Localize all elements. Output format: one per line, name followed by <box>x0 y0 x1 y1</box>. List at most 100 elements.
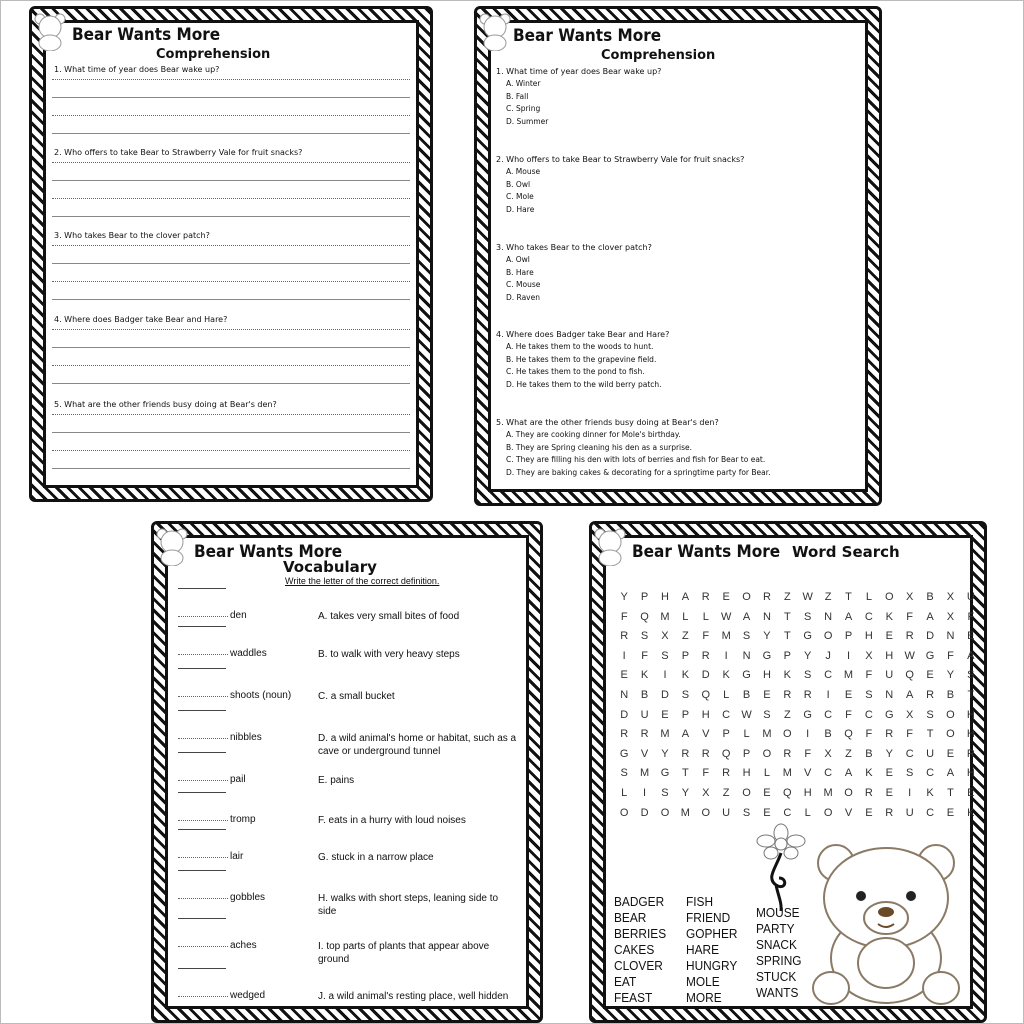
grid-letter[interactable]: F <box>620 610 628 623</box>
grid-letter[interactable]: Q <box>640 610 649 623</box>
grid-letter[interactable]: F <box>906 728 914 741</box>
grid-letter[interactable]: S <box>763 708 771 721</box>
grid-letter[interactable]: M <box>843 669 854 682</box>
grid-letter[interactable]: K <box>722 669 730 682</box>
answer-option[interactable]: D. He takes them to the wild berry patch… <box>506 379 662 389</box>
grid-letter[interactable]: N <box>762 610 771 623</box>
answer-blank[interactable] <box>178 752 226 753</box>
grid-letter[interactable]: X <box>661 630 669 643</box>
grid-letter[interactable]: S <box>742 806 751 819</box>
grid-letter[interactable]: O <box>823 806 833 819</box>
grid-letter[interactable]: E <box>620 669 628 682</box>
grid-letter[interactable]: F <box>906 610 914 623</box>
grid-letter[interactable]: R <box>762 591 771 603</box>
grid-letter[interactable]: O <box>823 630 833 643</box>
grid-letter[interactable]: B <box>640 688 649 701</box>
answer-blank[interactable] <box>178 626 226 627</box>
grid-letter[interactable]: G <box>762 649 772 662</box>
grid-letter[interactable]: B <box>824 728 832 741</box>
answer-line[interactable] <box>52 450 410 451</box>
grid-letter[interactable]: K <box>926 786 934 799</box>
grid-letter[interactable]: Q <box>905 669 914 682</box>
grid-letter[interactable]: Q <box>844 728 853 741</box>
answer-blank[interactable] <box>178 829 226 830</box>
grid-letter[interactable]: O <box>619 806 629 819</box>
grid-letter[interactable]: I <box>908 786 912 799</box>
grid-letter[interactable]: R <box>966 747 975 760</box>
grid-letter[interactable]: N <box>742 649 751 662</box>
grid-letter[interactable]: H <box>661 591 669 603</box>
grid-letter[interactable]: S <box>742 630 751 643</box>
grid-letter[interactable]: T <box>967 688 975 701</box>
answer-line[interactable] <box>52 329 410 330</box>
grid-letter[interactable]: S <box>865 688 873 701</box>
grid-letter[interactable]: K <box>640 669 649 682</box>
answer-line[interactable] <box>52 432 410 433</box>
grid-letter[interactable]: G <box>742 669 751 682</box>
answer-blank[interactable] <box>178 668 226 669</box>
grid-letter[interactable]: H <box>701 708 710 721</box>
grid-letter[interactable]: X <box>905 708 914 721</box>
grid-letter[interactable]: R <box>885 806 894 819</box>
grid-letter[interactable]: K <box>967 806 975 819</box>
grid-letter[interactable]: A <box>742 610 751 623</box>
grid-letter[interactable]: F <box>865 669 873 682</box>
grid-letter[interactable]: V <box>804 767 812 780</box>
grid-letter[interactable]: M <box>660 610 670 623</box>
grid-letter[interactable]: K <box>681 669 690 682</box>
grid-letter[interactable]: Z <box>783 591 791 603</box>
grid-letter[interactable]: P <box>742 747 751 760</box>
grid-letter[interactable]: L <box>702 610 709 623</box>
grid-letter[interactable]: P <box>844 630 853 643</box>
grid-letter[interactable]: F <box>702 630 710 643</box>
grid-letter[interactable]: O <box>946 728 955 741</box>
grid-letter[interactable]: N <box>885 688 894 701</box>
grid-letter[interactable]: D <box>640 806 649 819</box>
grid-letter[interactable]: X <box>905 591 914 603</box>
answer-option[interactable]: B. They are Spring cleaning his den as a… <box>506 442 693 452</box>
grid-letter[interactable]: K <box>783 669 791 682</box>
grid-letter[interactable]: Z <box>845 747 852 760</box>
grid-letter[interactable]: U <box>966 591 975 603</box>
grid-letter[interactable]: Y <box>885 747 893 760</box>
grid-letter[interactable]: I <box>724 649 728 662</box>
answer-option[interactable]: A. Mouse <box>506 167 541 176</box>
grid-letter[interactable]: M <box>762 728 772 741</box>
grid-letter[interactable]: E <box>865 806 873 819</box>
answer-line[interactable] <box>52 162 410 163</box>
grid-letter[interactable]: R <box>681 747 690 760</box>
grid-letter[interactable]: P <box>783 649 791 662</box>
grid-letter[interactable]: Y <box>681 786 690 799</box>
grid-letter[interactable]: A <box>681 728 690 741</box>
grid-letter[interactable]: O <box>783 728 792 741</box>
grid-letter[interactable]: J <box>825 649 831 662</box>
grid-letter[interactable]: Y <box>763 630 771 643</box>
grid-letter[interactable]: Y <box>620 591 628 603</box>
answer-option[interactable]: C. He takes them to the pond to fish. <box>506 367 645 376</box>
grid-letter[interactable]: P <box>681 708 690 721</box>
grid-letter[interactable]: X <box>824 747 832 760</box>
grid-letter[interactable]: D <box>620 708 629 721</box>
grid-letter[interactable]: C <box>905 747 914 760</box>
grid-letter[interactable]: O <box>946 708 955 721</box>
grid-letter[interactable]: H <box>966 728 975 741</box>
grid-letter[interactable]: B <box>742 688 751 701</box>
grid-letter[interactable]: E <box>967 630 975 643</box>
answer-option[interactable]: C. Mole <box>506 192 534 201</box>
grid-letter[interactable]: Z <box>722 786 730 799</box>
grid-letter[interactable]: I <box>806 728 810 741</box>
grid-letter[interactable]: S <box>661 786 669 799</box>
answer-blank[interactable] <box>178 710 226 711</box>
grid-letter[interactable]: T <box>926 728 934 741</box>
grid-letter[interactable]: C <box>824 669 833 682</box>
answer-line[interactable] <box>52 115 410 116</box>
grid-letter[interactable]: A <box>844 610 853 623</box>
grid-letter[interactable]: R <box>864 786 873 799</box>
answer-line[interactable] <box>52 383 410 384</box>
answer-line[interactable] <box>52 281 410 282</box>
grid-letter[interactable]: C <box>864 708 873 721</box>
answer-option[interactable]: C. They are filling his den with lots of… <box>506 455 766 464</box>
grid-letter[interactable]: O <box>660 806 670 819</box>
grid-letter[interactable]: G <box>660 767 670 780</box>
answer-line[interactable] <box>52 133 410 134</box>
